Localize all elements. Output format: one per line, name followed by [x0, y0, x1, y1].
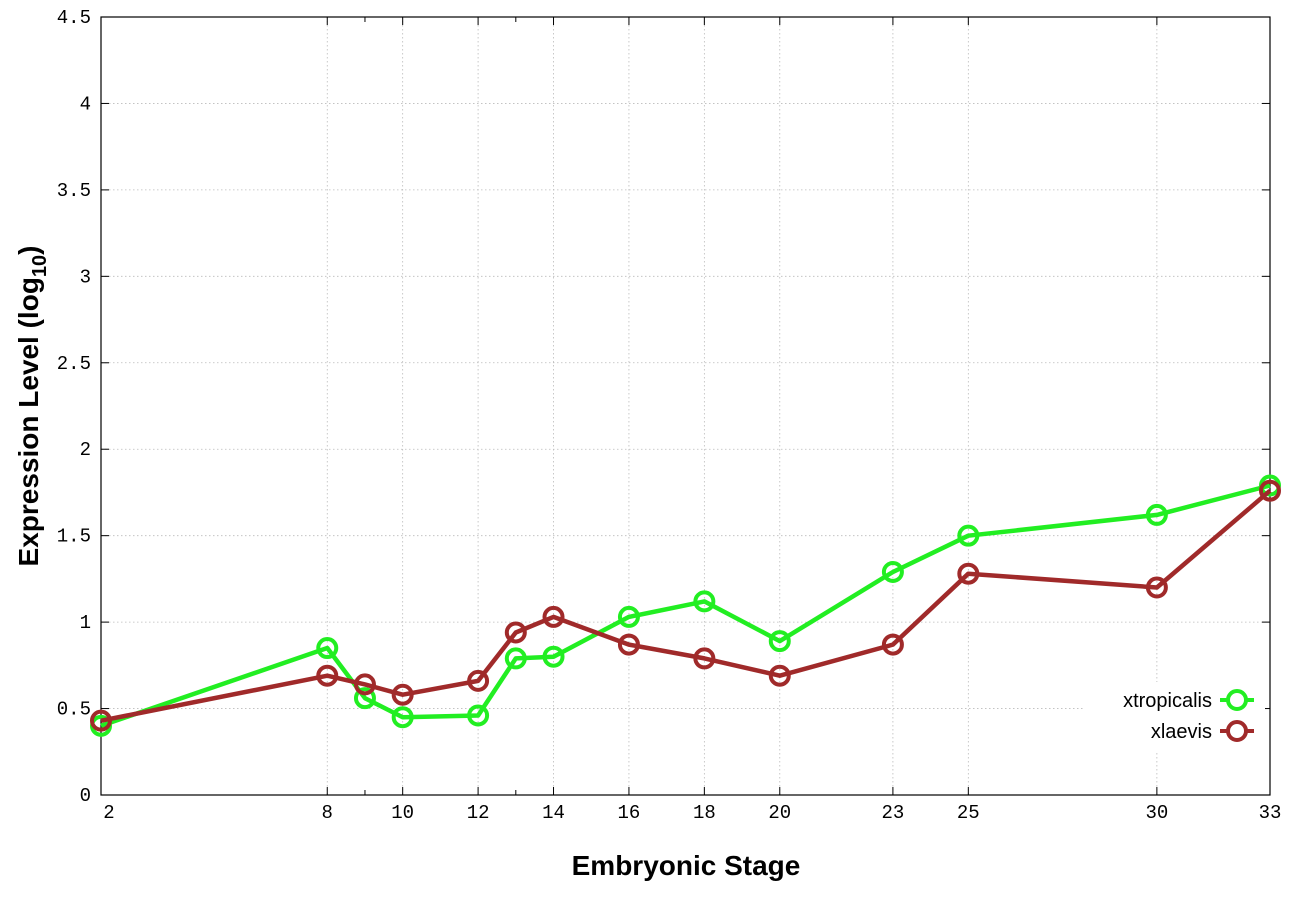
legend-marker-xlaevis — [1226, 720, 1248, 742]
data-point-xlaevis — [353, 673, 376, 696]
data-point-xlaevis — [693, 647, 716, 670]
series-line-xlaevis — [100, 488, 1272, 723]
axis-ticks: 0 0.5 1 1.5 2 2.5 3 3.5 4 4.5 2 8 10 12 14 16 18 20 23 25 30… — [57, 7, 1282, 824]
x-tick-label: 23 — [881, 802, 904, 824]
data-point-xtropicalis — [693, 590, 716, 613]
data-point-xlaevis — [467, 669, 490, 692]
y-axis-title-subscript: 10 — [29, 255, 51, 277]
data-point-xtropicalis — [957, 524, 980, 547]
data-point-xtropicalis — [881, 560, 904, 583]
y-axis-title-close: ) — [13, 246, 44, 255]
data-point-xlaevis — [1259, 479, 1281, 502]
x-tick-label: 14 — [542, 802, 565, 824]
y-tick-label: 3 — [80, 266, 91, 288]
data-point-xlaevis — [542, 605, 565, 628]
data-point-xtropicalis — [316, 637, 339, 660]
y-tick-label: 3.5 — [57, 180, 91, 202]
y-tick-label: 4.5 — [57, 7, 91, 29]
series-group — [90, 474, 1281, 737]
y-tick-label: 0 — [80, 785, 91, 807]
legend-label-xlaevis: xlaevis — [1151, 721, 1212, 743]
data-point-xlaevis — [617, 633, 640, 656]
y-axis-title-main: Expression Level (log — [13, 277, 44, 566]
x-tick-label: 16 — [618, 802, 641, 824]
legend-label-xtropicalis: xtropicalis — [1123, 690, 1212, 712]
y-tick-label: 1.5 — [57, 526, 91, 548]
data-point-xlaevis — [1145, 576, 1168, 599]
data-point-xlaevis — [90, 709, 112, 732]
x-tick-label: 10 — [391, 802, 414, 824]
data-point-xlaevis — [957, 562, 980, 585]
y-tick-label: 2 — [80, 439, 91, 461]
data-point-xlaevis — [316, 664, 339, 687]
data-point-xtropicalis — [467, 704, 490, 727]
data-point-xtropicalis — [768, 630, 791, 653]
legend-marker-xtropicalis — [1226, 689, 1248, 711]
x-tick-label: 18 — [693, 802, 716, 824]
y-axis-title: Expression Level (log10) — [13, 246, 51, 567]
x-tick-label: 33 — [1259, 802, 1282, 824]
data-point-xtropicalis — [353, 687, 376, 710]
y-tick-label: 2.5 — [57, 353, 91, 375]
data-point-xlaevis — [881, 633, 904, 656]
x-tick-label: 8 — [322, 802, 333, 824]
x-tick-label: 20 — [768, 802, 791, 824]
data-point-xlaevis — [391, 683, 414, 706]
x-tick-label: 25 — [957, 802, 980, 824]
grid — [101, 17, 1270, 795]
x-tick-label: 12 — [467, 802, 490, 824]
x-axis-title: Embryonic Stage — [572, 850, 801, 881]
data-point-xtropicalis — [1145, 503, 1168, 526]
y-tick-label: 1 — [80, 612, 91, 634]
data-point-xlaevis — [768, 664, 791, 687]
data-point-xtropicalis — [391, 706, 414, 729]
x-tick-label: 30 — [1145, 802, 1168, 824]
data-point-xtropicalis — [504, 647, 527, 670]
data-point-xtropicalis — [542, 645, 565, 668]
data-point-xtropicalis — [617, 605, 640, 628]
y-tick-label: 0.5 — [57, 699, 91, 721]
x-tick-label: 2 — [103, 802, 114, 824]
series-xlaevis — [90, 479, 1281, 732]
plot-frame — [100, 16, 1271, 796]
y-tick-label: 4 — [80, 93, 91, 115]
legend: xtropicalis xlaevis — [1085, 682, 1265, 752]
data-point-xlaevis — [504, 621, 527, 644]
